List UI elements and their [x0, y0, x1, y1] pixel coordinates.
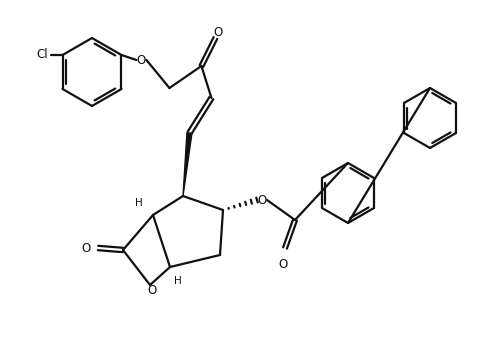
Text: O: O — [82, 242, 91, 254]
Polygon shape — [183, 133, 192, 196]
Text: O: O — [278, 258, 288, 271]
Text: Cl: Cl — [37, 49, 49, 61]
Text: H: H — [174, 276, 182, 286]
Text: O: O — [137, 54, 146, 66]
Text: O: O — [147, 284, 157, 298]
Text: O: O — [214, 27, 223, 39]
Text: H: H — [135, 198, 143, 208]
Text: O: O — [257, 193, 267, 207]
